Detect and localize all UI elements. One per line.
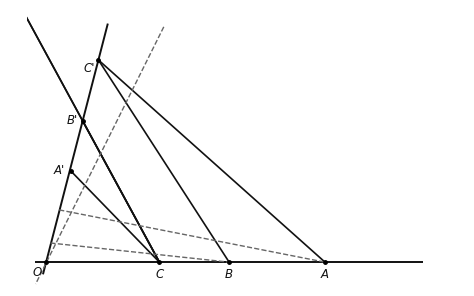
Text: A': A': [54, 164, 65, 177]
Text: C: C: [155, 268, 164, 281]
Text: C': C': [83, 62, 95, 75]
Text: B: B: [225, 268, 233, 281]
Text: B': B': [66, 115, 77, 128]
Text: O: O: [33, 266, 42, 279]
Text: A: A: [321, 268, 329, 281]
